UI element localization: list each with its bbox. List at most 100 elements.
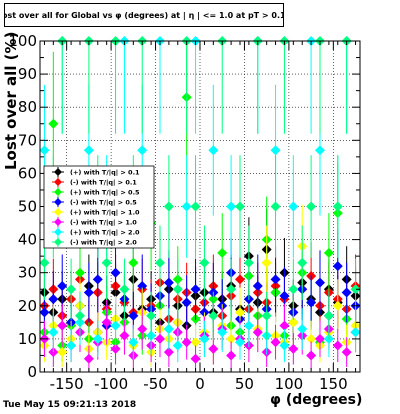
data-point — [306, 201, 317, 212]
data-point — [83, 287, 94, 298]
data-point — [39, 257, 50, 268]
data-point — [243, 257, 254, 268]
series-layer — [39, 36, 361, 372]
y-tick-label: 10 — [18, 330, 37, 348]
data-point — [208, 343, 219, 354]
y-tick-label: 100 — [8, 32, 37, 50]
data-point — [270, 274, 281, 285]
chart-title: Lost over all for Global vs φ (degrees) … — [4, 10, 284, 20]
y-tick-label: 60 — [18, 164, 37, 182]
data-point — [172, 284, 183, 295]
data-point — [208, 145, 219, 156]
legend-marker — [54, 228, 62, 236]
data-point — [306, 350, 317, 361]
data-point — [288, 201, 299, 212]
data-point — [332, 201, 343, 212]
data-point — [128, 337, 139, 348]
data-point — [315, 277, 325, 288]
data-point — [110, 343, 121, 354]
data-point — [350, 284, 361, 295]
data-point — [66, 340, 77, 351]
data-point — [306, 297, 317, 308]
legend-label: (+) with T/|q| > 0.1 — [70, 169, 140, 178]
data-point — [235, 307, 245, 318]
legend-label: (-) with T/|q| > 0.5 — [70, 199, 137, 208]
y-tick-label: 20 — [18, 297, 37, 315]
data-point — [110, 267, 121, 278]
data-point — [92, 333, 103, 344]
data-point — [226, 333, 237, 344]
data-point — [92, 274, 103, 285]
data-point — [279, 290, 290, 301]
data-point — [155, 333, 165, 344]
data-point — [288, 284, 299, 295]
legend-label: (-) with T/|q| > 1.0 — [70, 219, 137, 228]
legend-marker — [54, 238, 62, 246]
data-point — [350, 327, 361, 338]
data-point — [66, 284, 77, 295]
y-tick-label: 0 — [27, 363, 37, 381]
x-axis-label: φ (degrees) — [270, 392, 363, 408]
data-point — [75, 310, 85, 321]
data-point — [279, 340, 290, 351]
data-point — [119, 284, 130, 295]
data-point — [83, 353, 94, 364]
legend-label: (+) with T/|q| > 0.5 — [70, 189, 140, 198]
data-point — [190, 284, 201, 295]
y-tick-label: 70 — [18, 131, 37, 149]
data-point — [128, 310, 139, 321]
legend-label: (-) with T/|q| > 0.1 — [70, 179, 137, 188]
data-point — [288, 317, 299, 328]
data-point — [48, 327, 59, 338]
data-point — [57, 347, 68, 358]
data-point — [323, 247, 334, 258]
data-point — [181, 337, 192, 348]
y-tick-label: 80 — [18, 98, 37, 116]
data-point — [119, 330, 130, 341]
data-point — [172, 340, 183, 351]
data-point — [128, 257, 139, 268]
x-tick-label: 0 — [195, 375, 205, 393]
y-tick-label: 90 — [18, 65, 37, 83]
data-point — [48, 118, 59, 129]
data-point — [226, 284, 237, 295]
data-point — [190, 353, 201, 364]
data-point — [163, 201, 174, 212]
data-point — [181, 297, 192, 308]
data-point — [261, 310, 272, 321]
legend-label: (+) with T/|q| > 2.0 — [70, 229, 140, 238]
legend-box — [43, 165, 155, 249]
legend-layer: (+) with T/|q| > 0.1(-) with T/|q| > 0.1… — [43, 165, 155, 249]
data-point — [57, 280, 68, 291]
data-point — [146, 310, 157, 321]
data-point — [163, 347, 174, 358]
data-point — [217, 327, 228, 338]
x-tick-label: 100 — [275, 375, 304, 393]
data-point — [323, 310, 334, 321]
data-point — [155, 257, 165, 268]
data-point — [288, 343, 299, 354]
data-point — [83, 145, 94, 156]
data-point — [332, 340, 343, 351]
legend-entry: (-) with T/|q| > 1.0 — [52, 217, 137, 228]
y-axis-label: Lost over all (%) — [2, 31, 20, 170]
legend-label: (+) with T/|q| > 1.0 — [70, 209, 140, 218]
y-tick-label: 50 — [18, 198, 37, 216]
data-point — [199, 333, 210, 344]
data-point — [101, 317, 112, 328]
legend-entry: (+) with T/|q| > 0.1 — [52, 167, 140, 178]
data-point — [332, 300, 343, 311]
data-point — [110, 320, 121, 331]
data-point — [190, 337, 201, 348]
data-point — [181, 201, 192, 212]
data-point — [101, 257, 112, 268]
y-tick-label: 30 — [18, 264, 37, 282]
data-point — [190, 201, 201, 212]
data-point — [235, 337, 245, 348]
data-point — [332, 261, 343, 272]
x-tick-label: 50 — [235, 375, 254, 393]
data-point — [297, 257, 308, 268]
data-point — [39, 307, 50, 318]
